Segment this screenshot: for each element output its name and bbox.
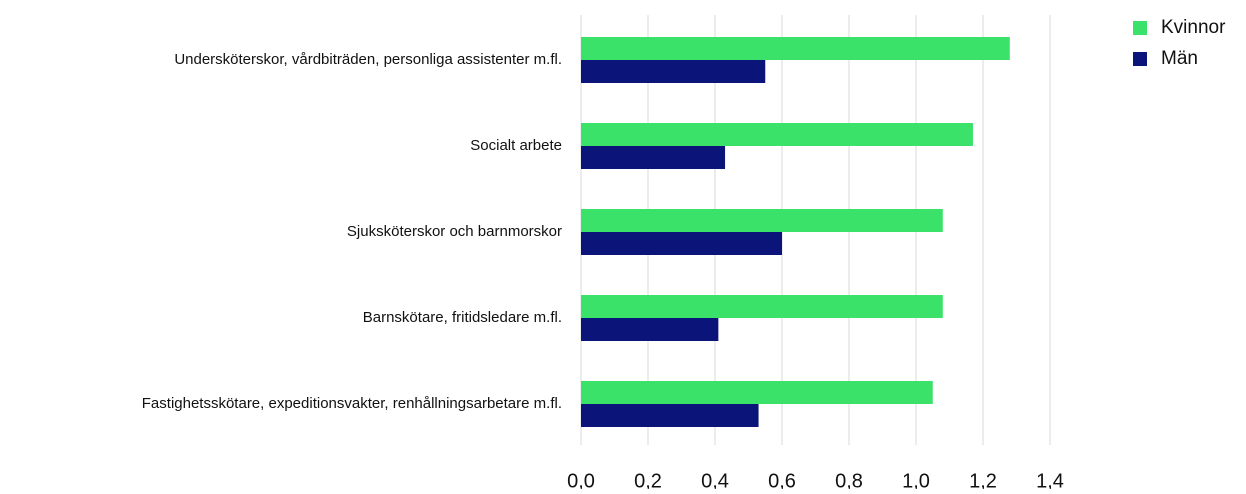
y-tick-label: Sjuksköterskor och barnmorskor <box>347 223 562 240</box>
x-tick-label: 0,6 <box>768 470 796 489</box>
x-tick-label: 1,4 <box>1036 470 1064 489</box>
x-tick-label: 0,4 <box>701 470 729 489</box>
x-tick-label: 0,0 <box>567 470 595 489</box>
bar <box>581 295 943 318</box>
bar <box>581 381 933 404</box>
y-tick-label: Fastighetsskötare, expeditionsvakter, re… <box>142 395 562 412</box>
bar <box>581 146 726 169</box>
bar <box>581 123 973 146</box>
legend-label: Män <box>1161 48 1198 69</box>
bar <box>581 318 719 341</box>
x-tick-label: 1,2 <box>969 470 997 489</box>
bar <box>581 60 766 83</box>
bar <box>581 209 943 232</box>
legend-swatch <box>1133 21 1147 35</box>
legend-swatch <box>1133 52 1147 66</box>
y-tick-label: Socialt arbete <box>470 137 562 154</box>
legend-label: Kvinnor <box>1161 17 1226 38</box>
y-tick-label: Undersköterskor, vårdbiträden, personlig… <box>174 51 562 68</box>
bar <box>581 404 759 427</box>
x-tick-label: 1,0 <box>902 470 930 489</box>
bar <box>581 37 1010 60</box>
y-tick-label: Barnskötare, fritidsledare m.fl. <box>363 309 562 326</box>
x-tick-label: 0,8 <box>835 470 863 489</box>
bar <box>581 232 782 255</box>
x-tick-label: 0,2 <box>634 470 662 489</box>
